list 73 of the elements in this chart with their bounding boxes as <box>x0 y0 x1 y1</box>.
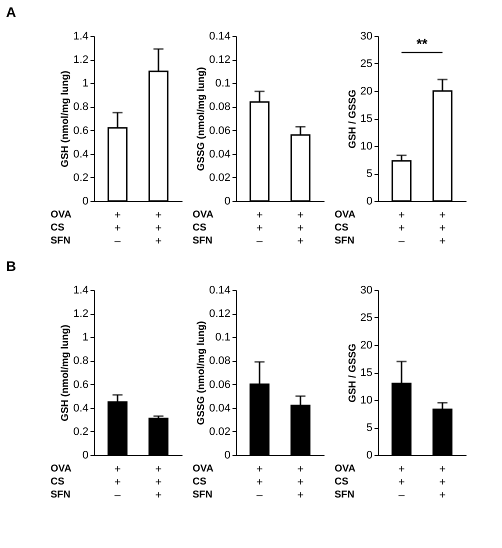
y-tick-label: 0.12 <box>209 308 230 320</box>
y-axis-title: GSH / GSSG <box>347 343 358 402</box>
y-axis-title: GSH (nmol/mg lung) <box>60 70 72 168</box>
x-tick-label: + + + <box>155 210 162 248</box>
chart-title: A <box>6 4 16 20</box>
y-tick-label: 0 <box>366 450 372 462</box>
y-tick-label: 1.2 <box>73 308 88 320</box>
y-tick-label: 0.08 <box>209 355 230 368</box>
x-axis-title: OVA CS SFN <box>50 210 72 246</box>
y-tick-label: 1.2 <box>73 54 88 66</box>
y-tick-label: 10 <box>360 394 372 406</box>
annotation: ** <box>416 36 428 52</box>
y-tick-label: 1 <box>82 332 88 344</box>
y-tick-label: 0.06 <box>209 124 230 137</box>
y-tick-label: 0.12 <box>209 54 230 66</box>
y-tick-label: 0.14 <box>209 284 230 296</box>
y-tick-label: 30 <box>360 30 372 42</box>
y-tick-label: 0.2 <box>73 426 88 438</box>
y-tick-label: 0 <box>82 196 88 208</box>
y-tick-label: 0.4 <box>73 402 88 414</box>
y-tick-label: 1.4 <box>73 284 88 296</box>
y-tick-label: 0.04 <box>209 148 230 160</box>
x-axis-title: OVA CS SFN <box>334 210 356 246</box>
y-tick-label: 30 <box>360 284 372 296</box>
y-tick-label: 25 <box>360 58 372 70</box>
y-tick-label: 0.8 <box>73 101 88 114</box>
x-axis-title: OVA CS SFN <box>192 210 214 246</box>
y-tick-label: 5 <box>366 422 372 434</box>
y-axis-title: GSSG (nmol/mg lung) <box>196 321 208 425</box>
y-tick-label: 0.6 <box>73 378 88 391</box>
x-axis-title: OVA CS SFN <box>50 464 72 500</box>
y-tick-label: 0 <box>82 450 88 462</box>
y-tick-label: 15 <box>360 367 372 379</box>
y-tick-label: 0.14 <box>209 30 230 42</box>
x-tick-label: + + + <box>155 464 162 502</box>
y-tick-label: 0.1 <box>215 78 230 90</box>
y-tick-label: 0.04 <box>209 402 230 414</box>
y-tick-label: 20 <box>360 86 372 98</box>
y-tick-label: 1 <box>82 78 88 90</box>
y-tick-label: 0 <box>366 196 372 208</box>
y-axis-title: GSSG (nmol/mg lung) <box>196 67 208 171</box>
y-tick-label: 0.02 <box>209 426 230 438</box>
y-tick-label: 0.06 <box>209 378 230 391</box>
x-tick-label: + + – <box>114 464 122 502</box>
y-tick-label: 15 <box>360 113 372 125</box>
y-tick-label: 1.4 <box>73 30 88 42</box>
y-tick-label: 0.02 <box>209 172 230 184</box>
y-tick-label: 25 <box>360 312 372 324</box>
y-tick-label: 0.8 <box>73 355 88 368</box>
x-tick-label: + + + <box>439 464 446 502</box>
chart-title: B <box>6 258 16 274</box>
y-tick-label: 0 <box>224 196 230 208</box>
y-tick-label: 20 <box>360 340 372 352</box>
x-tick-label: + + – <box>256 464 264 502</box>
y-tick-label: 0.4 <box>73 148 88 160</box>
y-tick-label: 0.08 <box>209 101 230 114</box>
x-axis-title: OVA CS SFN <box>192 464 214 500</box>
y-tick-label: 10 <box>360 140 372 152</box>
x-axis-title: OVA CS SFN <box>334 464 356 500</box>
y-tick-label: 0.2 <box>73 172 88 184</box>
x-tick-label: + + + <box>439 210 446 248</box>
y-tick-label: 0 <box>224 450 230 462</box>
x-tick-label: + + + <box>297 210 304 248</box>
x-tick-label: + + – <box>398 464 406 502</box>
x-tick-label: + + – <box>114 210 122 248</box>
y-tick-label: 0.6 <box>73 124 88 137</box>
x-tick-label: + + – <box>256 210 264 248</box>
y-axis-title: GSH (nmol/mg lung) <box>60 324 72 422</box>
x-tick-label: + + – <box>398 210 406 248</box>
y-axis-title: GSH / GSSG <box>347 89 358 148</box>
y-tick-label: 0.1 <box>215 332 230 344</box>
y-tick-label: 5 <box>366 168 372 180</box>
x-tick-label: + + + <box>297 464 304 502</box>
